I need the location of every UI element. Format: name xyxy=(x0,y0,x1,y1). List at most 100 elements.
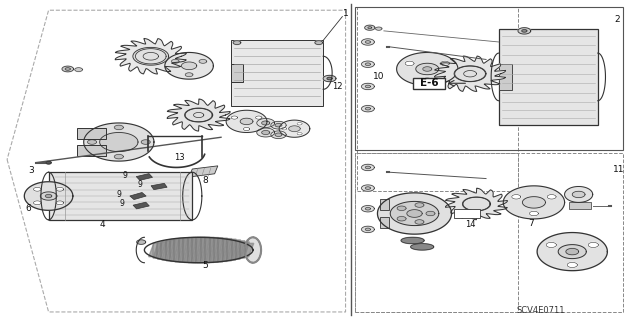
Polygon shape xyxy=(223,239,236,261)
Polygon shape xyxy=(499,29,598,124)
Polygon shape xyxy=(380,199,389,210)
Polygon shape xyxy=(445,188,508,220)
Text: 11: 11 xyxy=(613,165,625,174)
Polygon shape xyxy=(143,52,159,60)
Polygon shape xyxy=(423,78,432,82)
Text: E-6: E-6 xyxy=(420,78,438,88)
Polygon shape xyxy=(219,239,232,261)
Polygon shape xyxy=(365,85,371,88)
Polygon shape xyxy=(172,59,179,63)
Polygon shape xyxy=(136,49,166,64)
Polygon shape xyxy=(240,118,253,124)
Polygon shape xyxy=(275,133,282,137)
Polygon shape xyxy=(546,242,556,248)
Polygon shape xyxy=(362,61,374,67)
Polygon shape xyxy=(365,166,371,169)
Polygon shape xyxy=(463,197,490,211)
Polygon shape xyxy=(564,187,593,202)
Text: 9: 9 xyxy=(123,171,127,180)
Text: 3: 3 xyxy=(28,166,34,175)
Polygon shape xyxy=(569,202,591,209)
Polygon shape xyxy=(188,237,201,263)
Polygon shape xyxy=(512,195,521,199)
Polygon shape xyxy=(378,193,452,234)
Polygon shape xyxy=(141,140,150,144)
Polygon shape xyxy=(232,241,245,259)
Polygon shape xyxy=(415,203,424,207)
Polygon shape xyxy=(362,205,374,212)
Polygon shape xyxy=(401,237,424,244)
Polygon shape xyxy=(257,128,275,137)
Polygon shape xyxy=(397,206,406,211)
Text: 10: 10 xyxy=(373,72,385,81)
Polygon shape xyxy=(566,249,579,255)
Polygon shape xyxy=(411,244,434,250)
Polygon shape xyxy=(137,240,146,244)
Polygon shape xyxy=(171,239,184,261)
Polygon shape xyxy=(365,25,375,30)
Polygon shape xyxy=(210,238,223,262)
Bar xyxy=(355,7,623,150)
Text: 5: 5 xyxy=(202,261,208,271)
Polygon shape xyxy=(365,207,371,210)
Polygon shape xyxy=(362,226,374,233)
Polygon shape xyxy=(130,192,146,200)
Polygon shape xyxy=(184,238,196,263)
Polygon shape xyxy=(100,132,138,152)
Polygon shape xyxy=(230,41,323,106)
Polygon shape xyxy=(455,66,485,81)
Polygon shape xyxy=(245,237,261,263)
Polygon shape xyxy=(435,56,506,92)
Polygon shape xyxy=(185,108,212,122)
Polygon shape xyxy=(115,154,124,159)
Text: 13: 13 xyxy=(174,153,185,162)
Polygon shape xyxy=(279,120,310,137)
Text: 14: 14 xyxy=(465,220,476,229)
Polygon shape xyxy=(262,130,269,135)
Polygon shape xyxy=(262,121,269,125)
Polygon shape xyxy=(237,242,250,258)
Polygon shape xyxy=(297,122,302,125)
Polygon shape xyxy=(33,201,41,205)
Polygon shape xyxy=(588,242,598,248)
Polygon shape xyxy=(133,48,169,65)
Polygon shape xyxy=(199,59,207,63)
Bar xyxy=(454,209,479,218)
Polygon shape xyxy=(206,238,219,263)
Text: 8: 8 xyxy=(202,176,208,185)
Polygon shape xyxy=(45,195,52,197)
Polygon shape xyxy=(77,145,106,156)
Polygon shape xyxy=(175,238,188,262)
Polygon shape xyxy=(365,187,371,189)
Polygon shape xyxy=(75,68,83,71)
Polygon shape xyxy=(365,63,371,65)
Text: 9: 9 xyxy=(120,199,124,208)
Polygon shape xyxy=(529,211,538,216)
Polygon shape xyxy=(88,140,97,144)
Polygon shape xyxy=(547,195,556,199)
Polygon shape xyxy=(518,28,531,34)
Polygon shape xyxy=(390,201,439,226)
Polygon shape xyxy=(522,30,527,32)
Polygon shape xyxy=(365,41,371,43)
Bar xyxy=(413,78,445,89)
Polygon shape xyxy=(136,174,152,180)
Text: 1: 1 xyxy=(342,9,348,18)
Polygon shape xyxy=(282,127,287,130)
Text: 7: 7 xyxy=(528,219,534,227)
Polygon shape xyxy=(157,241,170,259)
Text: SCV4E0711: SCV4E0711 xyxy=(516,306,564,315)
Polygon shape xyxy=(362,39,374,45)
Polygon shape xyxy=(40,192,57,200)
Polygon shape xyxy=(362,185,374,191)
Polygon shape xyxy=(257,119,275,127)
Polygon shape xyxy=(271,122,286,129)
Polygon shape xyxy=(255,116,262,119)
Polygon shape xyxy=(572,191,585,197)
Polygon shape xyxy=(365,108,371,110)
Polygon shape xyxy=(426,211,435,216)
Polygon shape xyxy=(440,61,449,66)
Polygon shape xyxy=(189,166,218,177)
Polygon shape xyxy=(214,238,227,262)
Polygon shape xyxy=(464,70,476,77)
